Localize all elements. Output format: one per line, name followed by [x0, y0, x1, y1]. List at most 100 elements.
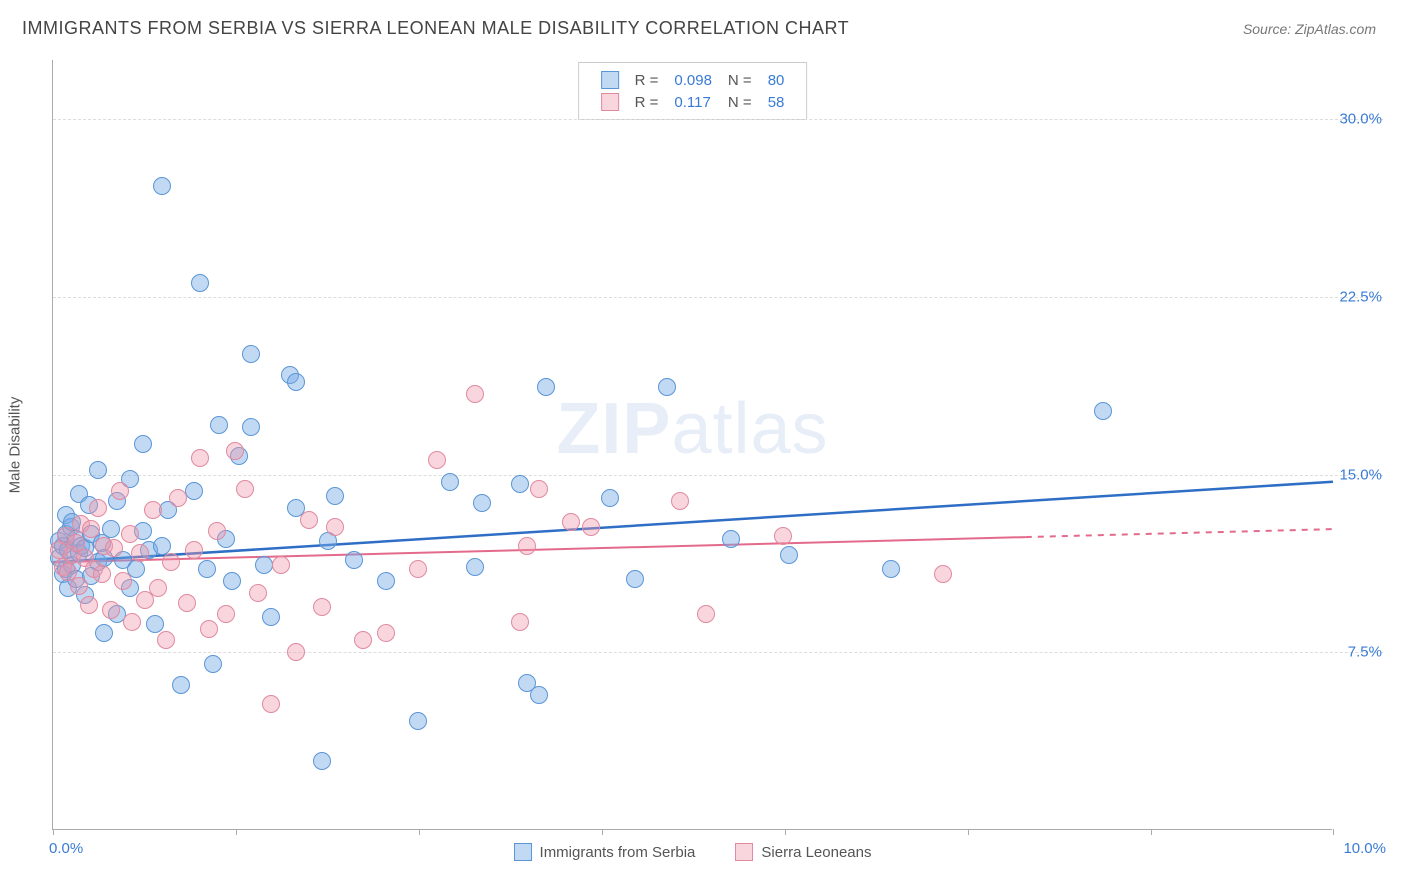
- data-point-serbia: [441, 473, 459, 491]
- data-point-sierra: [326, 518, 344, 536]
- chart-container: Male Disability ZIPatlas R =0.098N =80R …: [52, 60, 1382, 830]
- x-tick: [1333, 829, 1334, 835]
- data-point-serbia: [780, 546, 798, 564]
- y-tick-label: 22.5%: [1332, 288, 1382, 305]
- data-point-sierra: [169, 489, 187, 507]
- n-label: N =: [720, 69, 760, 91]
- n-value: 58: [760, 91, 793, 113]
- y-tick-label: 30.0%: [1332, 111, 1382, 128]
- data-point-sierra: [114, 572, 132, 590]
- x-tick: [602, 829, 603, 835]
- data-point-serbia: [242, 418, 260, 436]
- data-point-serbia: [345, 551, 363, 569]
- data-point-sierra: [123, 613, 141, 631]
- data-point-sierra: [89, 499, 107, 517]
- data-point-sierra: [511, 613, 529, 631]
- data-point-sierra: [111, 482, 129, 500]
- data-point-sierra: [149, 579, 167, 597]
- data-point-serbia: [466, 558, 484, 576]
- data-point-sierra: [200, 620, 218, 638]
- data-point-serbia: [198, 560, 216, 578]
- y-tick-label: 15.0%: [1332, 466, 1382, 483]
- data-point-sierra: [354, 631, 372, 649]
- data-point-sierra: [121, 525, 139, 543]
- header: IMMIGRANTS FROM SERBIA VS SIERRA LEONEAN…: [0, 0, 1406, 49]
- y-axis-title: Male Disability: [7, 396, 24, 493]
- data-point-sierra: [934, 565, 952, 583]
- legend-correlation-row: R =0.117N =58: [593, 91, 793, 113]
- data-point-sierra: [226, 442, 244, 460]
- n-label: N =: [720, 91, 760, 113]
- r-label: R =: [627, 69, 667, 91]
- data-point-sierra: [70, 577, 88, 595]
- data-point-sierra: [185, 541, 203, 559]
- data-point-serbia: [287, 373, 305, 391]
- data-point-sierra: [409, 560, 427, 578]
- data-point-sierra: [144, 501, 162, 519]
- data-point-serbia: [153, 177, 171, 195]
- data-point-sierra: [162, 553, 180, 571]
- data-point-serbia: [134, 435, 152, 453]
- data-point-serbia: [530, 686, 548, 704]
- grid-line: [53, 297, 1383, 298]
- legend-swatch: [735, 843, 753, 861]
- data-point-serbia: [242, 345, 260, 363]
- data-point-serbia: [326, 487, 344, 505]
- data-point-sierra: [102, 601, 120, 619]
- grid-line: [53, 652, 1383, 653]
- data-point-serbia: [262, 608, 280, 626]
- data-point-sierra: [157, 631, 175, 649]
- watermark: ZIPatlas: [556, 388, 828, 470]
- trend-lines-svg: [53, 60, 1383, 830]
- grid-line: [53, 119, 1383, 120]
- legend-series-label: Sierra Leoneans: [761, 844, 871, 861]
- data-point-sierra: [105, 539, 123, 557]
- legend-series-item: Immigrants from Serbia: [514, 843, 696, 861]
- data-point-serbia: [102, 520, 120, 538]
- source-credit: Source: ZipAtlas.com: [1243, 21, 1376, 37]
- data-point-sierra: [93, 565, 111, 583]
- data-point-serbia: [537, 378, 555, 396]
- grid-line: [53, 475, 1383, 476]
- data-point-serbia: [89, 461, 107, 479]
- data-point-serbia: [204, 655, 222, 673]
- data-point-sierra: [466, 385, 484, 403]
- data-point-serbia: [172, 676, 190, 694]
- data-point-sierra: [582, 518, 600, 536]
- data-point-sierra: [131, 544, 149, 562]
- data-point-sierra: [697, 605, 715, 623]
- data-point-sierra: [178, 594, 196, 612]
- data-point-serbia: [626, 570, 644, 588]
- data-point-sierra: [82, 520, 100, 538]
- x-tick: [53, 829, 54, 835]
- x-tick: [1151, 829, 1152, 835]
- data-point-sierra: [217, 605, 235, 623]
- data-point-serbia: [255, 556, 273, 574]
- r-label: R =: [627, 91, 667, 113]
- legend-correlation: R =0.098N =80R =0.117N =58: [578, 62, 808, 120]
- legend-swatch: [601, 93, 619, 111]
- data-point-sierra: [272, 556, 290, 574]
- data-point-serbia: [1094, 402, 1112, 420]
- data-point-serbia: [722, 530, 740, 548]
- data-point-serbia: [882, 560, 900, 578]
- x-axis-max-label: 10.0%: [1343, 840, 1386, 857]
- legend-series-label: Immigrants from Serbia: [540, 844, 696, 861]
- data-point-sierra: [562, 513, 580, 531]
- data-point-sierra: [191, 449, 209, 467]
- data-point-sierra: [300, 511, 318, 529]
- source-name: ZipAtlas.com: [1295, 21, 1376, 37]
- data-point-sierra: [377, 624, 395, 642]
- data-point-serbia: [191, 274, 209, 292]
- plot-area: Male Disability ZIPatlas R =0.098N =80R …: [52, 60, 1332, 830]
- data-point-sierra: [428, 451, 446, 469]
- x-tick: [785, 829, 786, 835]
- data-point-serbia: [601, 489, 619, 507]
- x-tick: [968, 829, 969, 835]
- x-tick: [419, 829, 420, 835]
- data-point-serbia: [210, 416, 228, 434]
- data-point-sierra: [249, 584, 267, 602]
- data-point-serbia: [185, 482, 203, 500]
- trend-line: [1026, 529, 1333, 537]
- r-value: 0.117: [666, 91, 720, 113]
